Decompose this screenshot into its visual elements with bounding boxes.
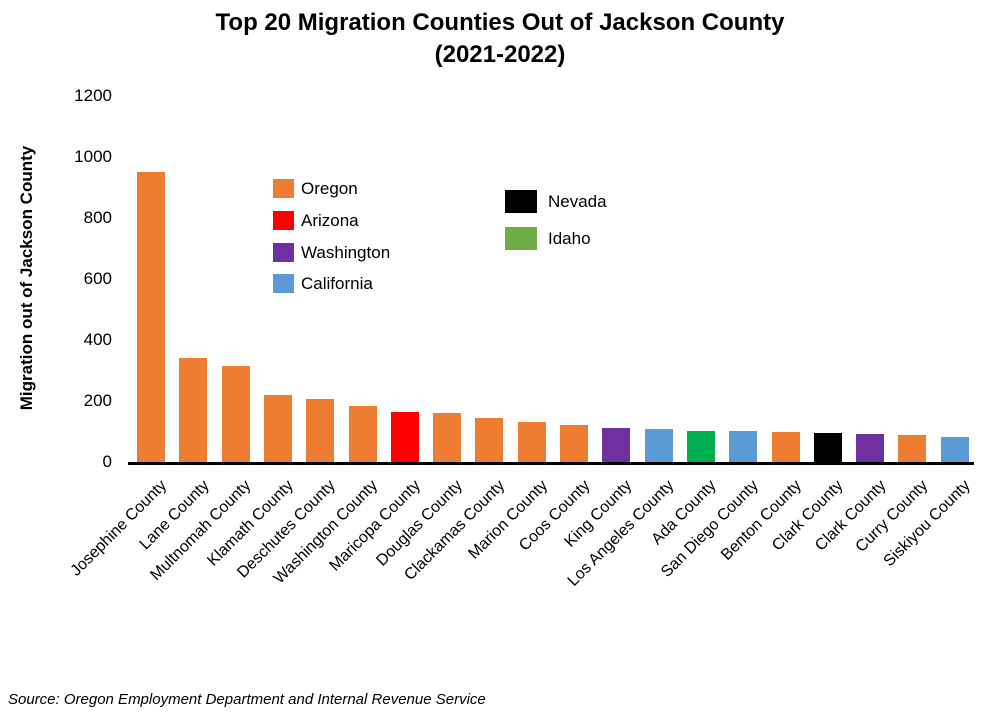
legend-label-arizona: Arizona — [301, 211, 359, 230]
chart-title-line2: (2021-2022) — [434, 41, 566, 68]
bar-los-angeles-county-california — [644, 429, 673, 462]
bar-multnomah-county-oregon — [221, 365, 250, 462]
legend-swatch-washington — [273, 243, 294, 262]
legend-label-oregon: Oregon — [301, 179, 358, 198]
bar-maricopa-county-arizona — [390, 411, 419, 462]
y-tick-label-1200: 1200 — [74, 86, 112, 105]
legend-swatch-idaho — [505, 227, 537, 250]
bar-san-diego-county-california — [729, 431, 758, 462]
bar-benton-county-oregon — [771, 431, 800, 462]
bar-clark-county-nevada — [813, 433, 842, 462]
y-tick-label-800: 800 — [83, 208, 112, 227]
bar-king-county-washington — [602, 427, 631, 462]
bar-marion-county-oregon — [517, 422, 546, 462]
y-tick-label-600: 600 — [83, 269, 112, 288]
legend-label-idaho: Idaho — [548, 229, 591, 248]
bar-clackamas-county-oregon — [475, 417, 504, 462]
bar-klamath-county-oregon — [263, 394, 292, 462]
y-tick-label-200: 200 — [83, 391, 112, 410]
bar-deschutes-county-oregon — [306, 399, 335, 462]
y-tick-label-1000: 1000 — [74, 147, 112, 166]
legend-swatch-arizona — [273, 211, 294, 230]
chart-title: Top 20 Migration Counties Out of Jackson… — [0, 7, 1000, 71]
legend-label-washington: Washington — [301, 243, 391, 262]
source-note: Source: Oregon Employment Department and… — [8, 691, 486, 708]
bar-coos-county-oregon — [560, 425, 588, 462]
chart-title-line1: Top 20 Migration Counties Out of Jackson… — [215, 9, 785, 36]
bar-siskiyou-county-california — [940, 436, 969, 462]
x-axis-line — [128, 462, 974, 465]
bar-lane-county-oregon — [179, 358, 208, 462]
legend-label-nevada: Nevada — [548, 192, 607, 211]
bar-douglas-county-oregon — [433, 413, 462, 462]
legend-swatch-oregon — [273, 179, 294, 198]
bar-ada-county-idaho — [686, 430, 715, 462]
legend-label-california: California — [301, 274, 373, 293]
legend-swatch-nevada — [505, 190, 537, 213]
y-tick-label-400: 400 — [83, 330, 112, 349]
bar-washington-county-oregon — [348, 405, 377, 462]
bar-josephine-county-oregon — [137, 172, 165, 462]
bar-curry-county-oregon — [898, 435, 927, 462]
legend-swatch-california — [273, 274, 294, 293]
y-tick-label-0: 0 — [102, 452, 112, 471]
bar-clark-county-washington — [856, 433, 885, 462]
